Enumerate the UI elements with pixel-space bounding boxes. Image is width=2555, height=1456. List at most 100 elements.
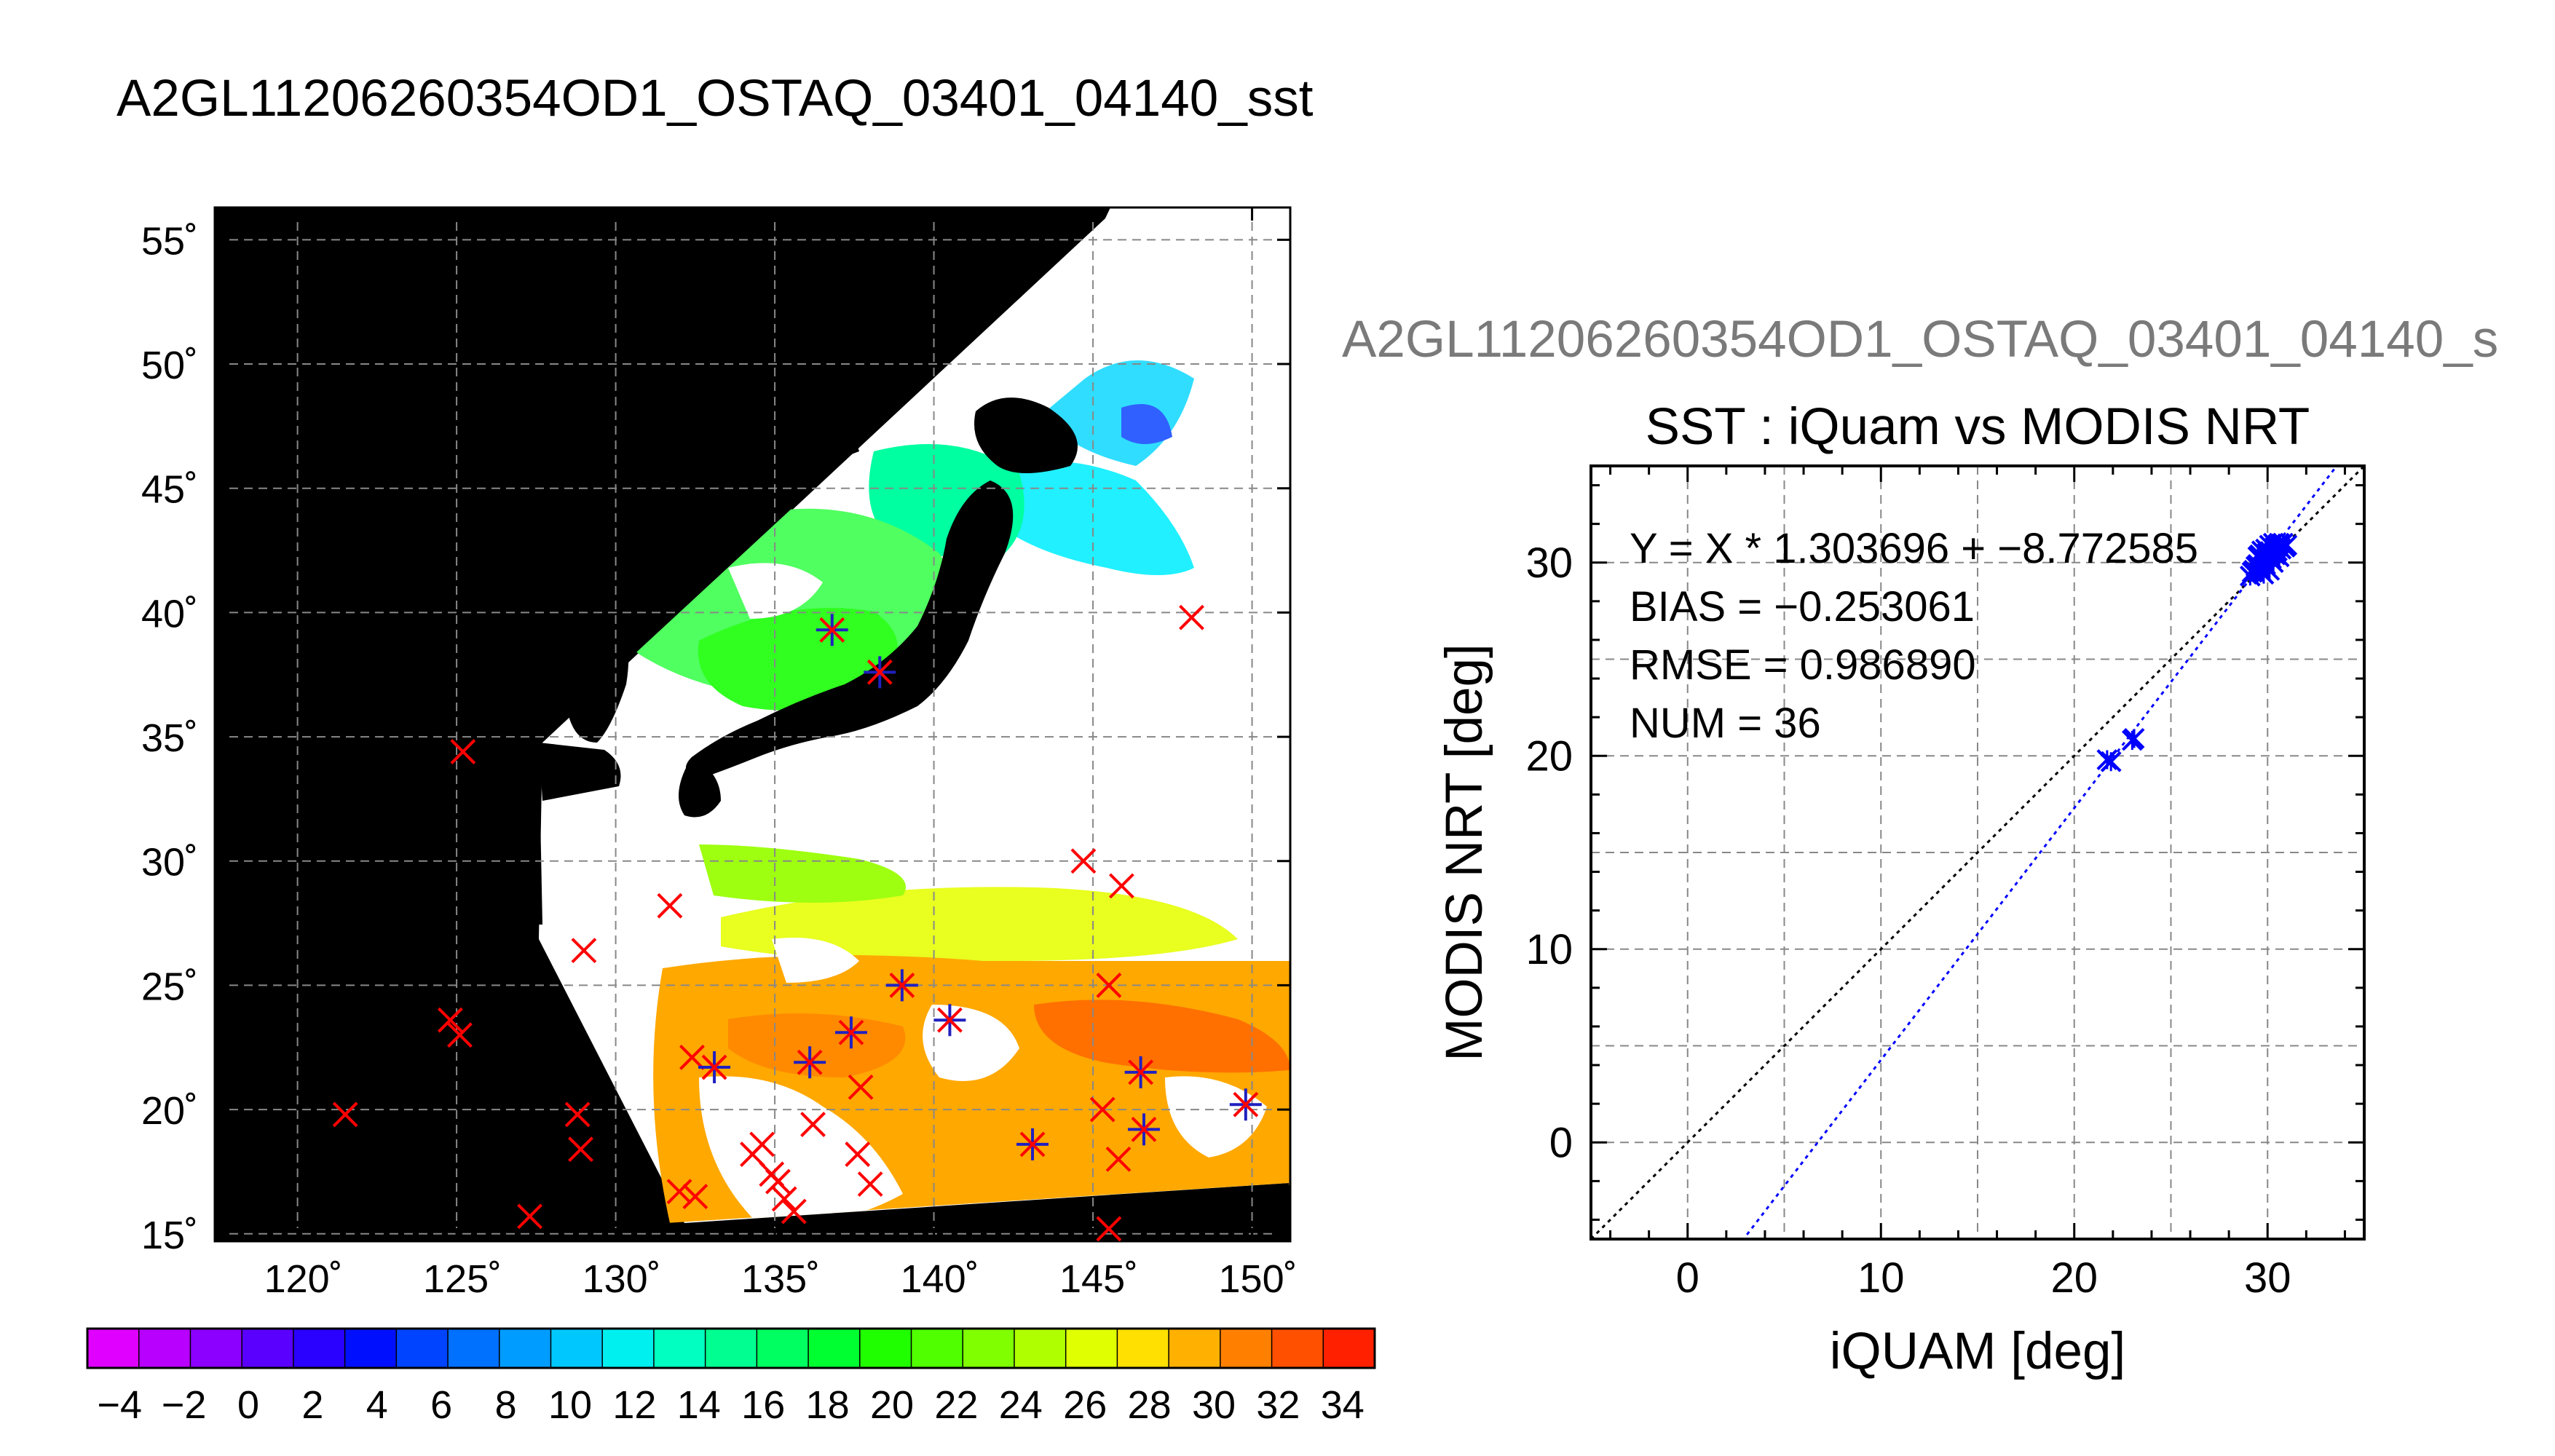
colorbar-cell (138, 1329, 191, 1368)
colorbar-tick-label: 2 (301, 1383, 323, 1427)
matched-buoy-marker (834, 1016, 867, 1049)
colorbar-tick-label: −2 (162, 1383, 207, 1427)
scatter-subtitle: A2GL11206260354OD1_OSTAQ_03401_04140_s (1342, 311, 2498, 368)
colorbar-cell (396, 1329, 449, 1368)
matched-buoy-marker (794, 1046, 826, 1079)
buoy-marker (845, 1142, 871, 1167)
colorbar-cell (602, 1329, 655, 1368)
colorbar-tick-label: 6 (430, 1383, 452, 1427)
stat-annotation: RMSE = 0.986890 (1630, 641, 1976, 689)
scatter-x-tick-labels: 0 10 20 30 (1676, 1254, 2291, 1302)
map-lat-label: 25˚ (141, 965, 198, 1008)
buoy-marker (1179, 604, 1204, 630)
map-lon-label: 120˚ (264, 1257, 343, 1301)
buoy-marker (571, 938, 597, 964)
colorbar-tick-label: 20 (870, 1383, 914, 1427)
regression-fit-line (1742, 466, 2339, 1239)
scatter-y-tick: 30 (1525, 539, 1573, 587)
map-lat-label: 50˚ (141, 344, 198, 387)
colorbar-cell (705, 1329, 757, 1368)
buoy-marker (1070, 848, 1097, 874)
colorbar-frame (86, 1327, 1376, 1369)
map-lat-label: 15˚ (141, 1214, 198, 1257)
map-ticks (215, 207, 1290, 1241)
colorbar-tick-label: 12 (612, 1383, 656, 1427)
stat-annotation: BIAS = −0.253061 (1630, 583, 1975, 630)
stat-annotation: Y = X * 1.303696 + −8.772585 (1630, 525, 2198, 572)
colorbar-cell (344, 1329, 397, 1368)
colorbar-tick-label: 14 (677, 1383, 721, 1427)
match-markers (332, 604, 1262, 1242)
colorbar-cell (1220, 1329, 1273, 1368)
colorbar-cell (911, 1329, 963, 1368)
buoy-marker (1096, 1216, 1122, 1242)
colorbar-tick-label: 34 (1321, 1383, 1365, 1427)
cloud-patch (772, 938, 859, 983)
land-sakhalin (813, 239, 869, 344)
one-to-one-line (1591, 466, 2364, 1239)
map-lon-label: 135˚ (741, 1257, 820, 1301)
colorbar-cell (190, 1329, 242, 1368)
scatter-y-tick-labels: 0 10 20 30 (1525, 539, 1573, 1167)
land-east-china-coast (539, 743, 621, 801)
matched-buoy-marker (1229, 1088, 1262, 1121)
scatter-y-tick: 0 (1549, 1119, 1573, 1166)
buoy-marker (749, 1131, 775, 1158)
buoy-marker (564, 1101, 591, 1128)
matched-buoy-marker (1124, 1056, 1157, 1088)
colorbar-tick-label: −4 (97, 1383, 142, 1427)
map-lat-label: 30˚ (141, 841, 198, 885)
colorbar-tick-label: 22 (934, 1383, 978, 1427)
colorbar-cell (293, 1329, 346, 1368)
colorbar-tick-label: 26 (1063, 1383, 1107, 1427)
land-korea (564, 593, 629, 743)
buoy-marker (437, 1007, 463, 1033)
scatter-annotations: Y = X * 1.303696 + −8.772585 BIAS = −0.25… (1630, 525, 2198, 747)
matched-buoy-marker (864, 656, 896, 689)
colorbar-tick-label: 0 (237, 1383, 259, 1427)
matched-buoy-marker (885, 969, 918, 1002)
map-lat-label: 35˚ (141, 716, 198, 760)
map-lon-label: 140˚ (901, 1257, 979, 1301)
sst-region-blue-north (1121, 404, 1172, 444)
sst-region-warm-south (728, 1013, 906, 1077)
colorbar-tick-label: 32 (1256, 1383, 1300, 1427)
colorbar-cell (87, 1329, 140, 1368)
scatter-panel: SST : iQuam vs MODIS NRT 0 10 20 30 0 10 20 30… (1436, 398, 2366, 1380)
matched-buoy-marker (933, 1004, 966, 1037)
land-shikoku-kyushu (679, 757, 721, 818)
colorbar-cell (859, 1329, 912, 1368)
colorbar-cell (1014, 1329, 1067, 1368)
colorbar-cell (808, 1329, 861, 1368)
scatter-point (2241, 561, 2263, 583)
sst-region-warm-orange (1034, 1000, 1290, 1073)
buoy-marker (679, 1044, 705, 1070)
colorbar-cell (1271, 1329, 1324, 1368)
buoy-marker (857, 1171, 883, 1197)
cloud-patch (699, 1076, 903, 1223)
buoy-marker (657, 893, 683, 919)
scatter-point (2123, 727, 2145, 749)
buoy-marker (1089, 1096, 1115, 1123)
buoy-marker (517, 1203, 543, 1230)
colorbar-cell (1323, 1329, 1375, 1368)
matched-buoy-marker (1016, 1128, 1049, 1160)
map-lat-label: 40˚ (141, 592, 198, 636)
colorbar-tick-label: 4 (366, 1383, 388, 1427)
colorbar-cell (757, 1329, 809, 1368)
colorbar-tick-label: 18 (806, 1383, 850, 1427)
scatter-x-tick: 0 (1676, 1254, 1699, 1302)
scatter-point (2100, 751, 2122, 772)
map-lat-label: 45˚ (141, 468, 198, 512)
buoy-marker (800, 1112, 826, 1137)
map-lon-label: 130˚ (583, 1257, 661, 1301)
scatter-points (2096, 532, 2298, 772)
map-lon-label: 150˚ (1219, 1257, 1298, 1301)
colorbar-cell (448, 1329, 500, 1368)
buoy-marker (450, 739, 476, 764)
sst-map-panel: 120˚ 125˚ 130˚ 135˚ 140˚ 145˚ 150˚ 15˚ 20˚ 25˚ 30… (141, 206, 1298, 1301)
scatter-x-tick: 20 (2050, 1254, 2098, 1302)
colorbar-cell (242, 1329, 294, 1368)
map-longitude-labels: 120˚ 125˚ 130˚ 135˚ 140˚ 145˚ 150˚ (264, 1257, 1298, 1301)
